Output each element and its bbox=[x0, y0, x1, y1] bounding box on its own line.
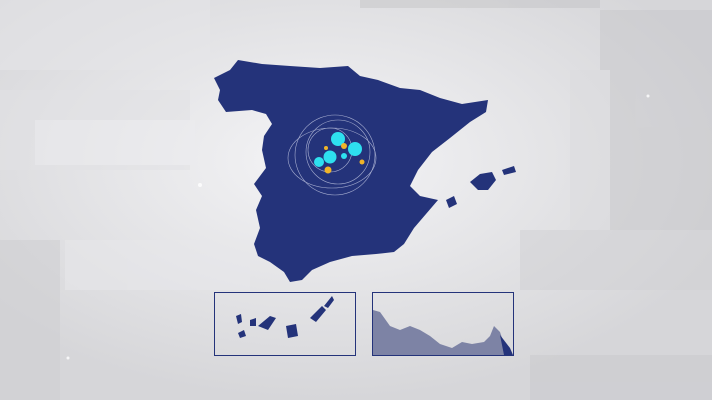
panel bbox=[530, 355, 712, 400]
sparkles bbox=[66, 94, 650, 360]
island bbox=[286, 324, 298, 338]
ring bbox=[294, 114, 376, 196]
inset-frame bbox=[372, 292, 514, 356]
island bbox=[324, 296, 334, 308]
balearic-islands bbox=[446, 166, 516, 208]
panel bbox=[0, 0, 210, 70]
mainland-shape bbox=[214, 60, 488, 282]
marker bbox=[341, 153, 347, 159]
panel bbox=[600, 10, 712, 230]
marker bbox=[331, 132, 345, 146]
panel bbox=[360, 0, 600, 8]
panel bbox=[65, 240, 250, 290]
spain-mainland bbox=[214, 60, 488, 282]
mallorca bbox=[470, 172, 496, 190]
marker bbox=[348, 142, 362, 156]
inset-frame bbox=[214, 292, 356, 356]
island bbox=[258, 316, 276, 330]
marker bbox=[341, 143, 347, 149]
ibiza bbox=[446, 196, 457, 208]
panel bbox=[35, 120, 195, 165]
ring bbox=[305, 119, 371, 185]
menorca bbox=[502, 166, 516, 175]
sparkle bbox=[646, 94, 650, 98]
marker bbox=[324, 166, 332, 174]
island bbox=[310, 306, 326, 322]
coast-shape bbox=[373, 310, 512, 355]
marker bbox=[324, 146, 328, 150]
panel bbox=[0, 240, 60, 400]
markers bbox=[314, 132, 365, 174]
marker bbox=[314, 157, 324, 167]
sparkle bbox=[198, 183, 202, 187]
canary-inset bbox=[214, 292, 356, 356]
marker bbox=[323, 150, 337, 164]
panel bbox=[520, 230, 712, 290]
enclave bbox=[500, 335, 513, 355]
sparkle bbox=[66, 356, 70, 360]
island bbox=[250, 318, 256, 326]
marker bbox=[359, 159, 365, 165]
island bbox=[236, 314, 242, 324]
north-africa-inset bbox=[372, 292, 514, 356]
island bbox=[238, 330, 246, 338]
